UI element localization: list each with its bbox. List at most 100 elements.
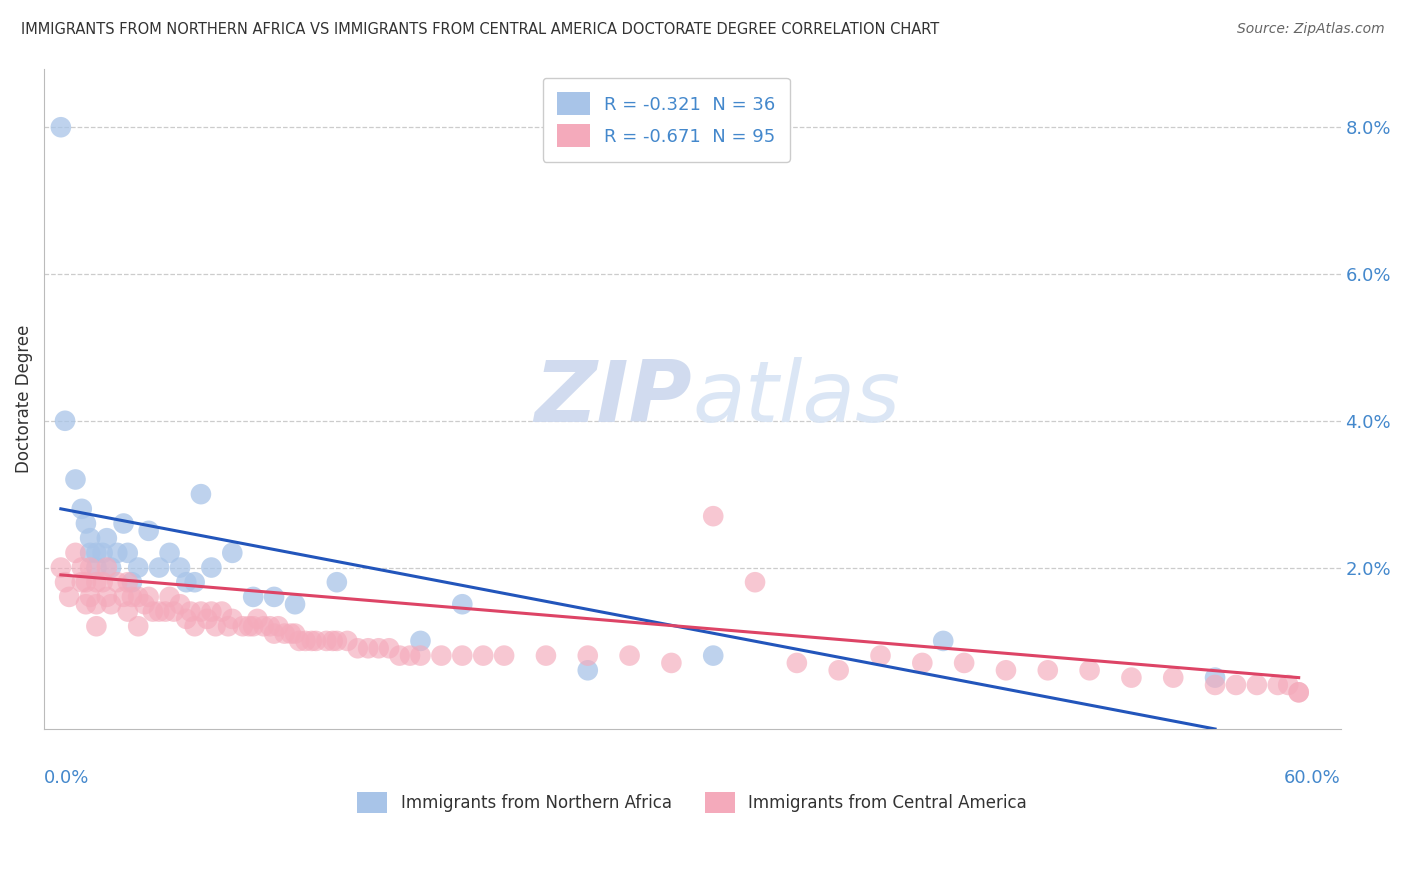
Point (294, 634, 316, 648)
Point (79, 546, 101, 560)
Legend: Immigrants from Northern Africa, Immigrants from Central America: Immigrants from Northern Africa, Immigra… (349, 783, 1036, 822)
Point (221, 612, 243, 626)
Point (1204, 671, 1226, 685)
Text: 60.0%: 60.0% (1284, 769, 1340, 787)
Point (994, 663, 1017, 677)
Point (1277, 678, 1299, 692)
Point (53, 575, 76, 590)
Point (159, 590, 181, 604)
Point (142, 605, 165, 619)
Point (70, 501, 93, 516)
Point (242, 590, 264, 604)
Point (953, 656, 976, 670)
Point (176, 612, 198, 626)
Point (179, 605, 201, 619)
Point (86, 560, 108, 574)
Point (148, 560, 170, 574)
Point (534, 648, 557, 663)
Point (1161, 671, 1184, 685)
Point (155, 605, 177, 619)
Point (200, 605, 222, 619)
Point (79, 531, 101, 545)
Point (1288, 685, 1310, 699)
Point (86, 597, 108, 611)
Point (183, 575, 205, 590)
Point (451, 648, 474, 663)
Point (100, 597, 122, 611)
Point (121, 590, 143, 604)
Point (100, 560, 122, 574)
Point (430, 648, 453, 663)
Text: ZIP: ZIP (534, 358, 692, 441)
Point (1121, 671, 1143, 685)
Point (134, 597, 156, 611)
Point (284, 626, 307, 640)
Point (661, 656, 683, 670)
Point (494, 648, 516, 663)
Point (86, 546, 108, 560)
Point (211, 605, 233, 619)
Point (619, 648, 641, 663)
Point (75, 575, 97, 590)
Point (1246, 678, 1268, 692)
Point (702, 648, 724, 663)
Point (169, 597, 191, 611)
Point (221, 546, 243, 560)
Point (53, 414, 76, 428)
Point (117, 605, 139, 619)
Point (148, 605, 170, 619)
Point (49, 120, 72, 135)
Point (357, 641, 380, 656)
Point (267, 619, 290, 633)
Point (263, 590, 285, 604)
Point (169, 560, 191, 574)
Point (828, 663, 851, 677)
Point (190, 605, 212, 619)
Point (744, 575, 766, 590)
Point (105, 546, 128, 560)
Point (253, 619, 276, 633)
Point (301, 634, 323, 648)
Point (472, 648, 495, 663)
Point (911, 656, 934, 670)
Point (65, 473, 87, 487)
Point (259, 619, 281, 633)
Point (127, 619, 149, 633)
Point (869, 648, 891, 663)
Point (409, 634, 432, 648)
Point (86, 619, 108, 633)
Y-axis label: Doctorate Degree: Doctorate Degree (15, 325, 32, 473)
Point (326, 575, 349, 590)
Point (315, 634, 337, 648)
Point (65, 546, 87, 560)
Point (786, 656, 808, 670)
Point (117, 575, 139, 590)
Point (702, 509, 724, 524)
Point (204, 619, 226, 633)
Point (176, 575, 198, 590)
Point (326, 634, 349, 648)
Point (246, 612, 269, 626)
Point (117, 546, 139, 560)
Point (75, 597, 97, 611)
Point (127, 590, 149, 604)
Point (263, 626, 285, 640)
Point (112, 516, 135, 531)
Point (367, 641, 389, 656)
Point (409, 648, 432, 663)
Point (242, 619, 264, 633)
Point (576, 663, 599, 677)
Point (388, 648, 411, 663)
Text: atlas: atlas (692, 358, 900, 441)
Point (280, 626, 302, 640)
Point (200, 560, 222, 574)
Point (399, 648, 422, 663)
Point (163, 605, 186, 619)
Point (91, 546, 114, 560)
Point (138, 524, 160, 538)
Point (49, 560, 72, 574)
Point (79, 560, 101, 574)
Point (305, 634, 328, 648)
Point (195, 612, 218, 626)
Text: IMMIGRANTS FROM NORTHERN AFRICA VS IMMIGRANTS FROM CENTRAL AMERICA DOCTORATE DEG: IMMIGRANTS FROM NORTHERN AFRICA VS IMMIG… (21, 22, 939, 37)
